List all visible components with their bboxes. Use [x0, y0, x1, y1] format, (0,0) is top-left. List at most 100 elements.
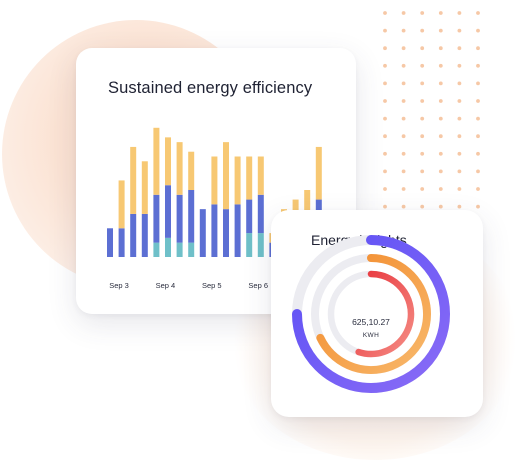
decor-dot	[476, 204, 480, 209]
decor-dot	[420, 116, 425, 121]
decor-dot	[401, 204, 406, 209]
decor-dot	[401, 169, 406, 174]
decor-dot	[383, 28, 387, 33]
chart-card-title: Sustained energy efficiency	[108, 79, 313, 97]
bar-segment	[246, 233, 253, 257]
decor-dot	[457, 46, 462, 51]
bar-segment	[304, 190, 311, 219]
bar-segment	[176, 242, 183, 257]
decor-dot	[457, 81, 462, 86]
decor-dot	[476, 46, 480, 51]
x-tick-label: Sep 4	[156, 281, 176, 290]
bar-segment	[165, 137, 171, 186]
bar-segment	[199, 209, 206, 257]
decor-dot	[420, 187, 425, 191]
decor-dot	[420, 169, 425, 174]
bar-segment	[130, 146, 137, 214]
bar-segment	[211, 156, 218, 205]
energy-insights-card: Energy insights 625,10.27 KWH	[271, 210, 483, 417]
bar-segment	[315, 146, 322, 200]
decor-dot	[476, 116, 480, 121]
x-tick-label: Sep 5	[202, 281, 222, 290]
bar-segment	[246, 156, 253, 200]
decor-dot	[438, 151, 443, 156]
bar-segment	[257, 194, 264, 234]
bar-segment	[188, 151, 195, 190]
decor-dot	[476, 187, 480, 191]
bar-segment	[246, 199, 253, 234]
decor-dot	[438, 134, 443, 139]
decorative-dot-grid	[383, 11, 480, 209]
decor-dot	[401, 99, 406, 103]
bar-segment	[223, 142, 229, 210]
ring-progress-inner	[355, 270, 415, 358]
bar-segment	[141, 161, 148, 214]
decor-dot	[457, 11, 462, 15]
decor-dot	[383, 204, 387, 209]
decor-dot	[476, 11, 480, 15]
decor-dot	[383, 169, 387, 174]
decor-dot	[401, 151, 406, 156]
decor-dot	[438, 63, 443, 68]
decor-dot	[383, 63, 387, 68]
decor-dot	[476, 81, 480, 86]
decor-dot	[438, 28, 443, 33]
bar-segment	[107, 228, 113, 257]
decor-dot	[383, 99, 387, 103]
decor-dot	[476, 134, 480, 139]
ring-progress-middle	[316, 254, 431, 374]
decor-dot	[457, 63, 462, 68]
ring-progress-outer	[292, 235, 450, 393]
decor-dot	[438, 187, 443, 191]
radial-progress-chart: 625,10.27 KWH	[292, 235, 450, 393]
decor-dot	[420, 63, 425, 68]
decor-dot	[457, 116, 462, 121]
bar-segment	[234, 204, 241, 257]
decor-dot	[383, 151, 387, 156]
x-tick-label: Sep 3	[109, 281, 129, 290]
decor-dot	[476, 28, 480, 33]
decor-dot	[476, 99, 480, 103]
bar-segment	[141, 213, 148, 257]
decor-dot	[383, 187, 387, 191]
decor-dot	[420, 151, 425, 156]
x-tick-label: Sep 6	[248, 281, 268, 290]
bar-segment	[188, 242, 195, 257]
bar-segment	[188, 190, 195, 243]
bar-segment	[165, 237, 171, 257]
decor-dot	[420, 28, 425, 33]
bar-segment	[234, 156, 241, 205]
bar-segment	[165, 185, 171, 238]
decor-dot	[420, 204, 425, 209]
bar-segment	[176, 142, 183, 195]
decor-dot	[476, 169, 480, 174]
decor-dot	[401, 46, 406, 51]
decor-dot	[383, 46, 387, 51]
decor-dot	[401, 187, 406, 191]
bar-segment	[153, 242, 160, 257]
bar-segment	[257, 233, 264, 257]
decor-dot	[420, 81, 425, 86]
bar-segment	[176, 194, 183, 243]
decor-dot	[383, 11, 387, 15]
decor-dot	[420, 46, 425, 51]
decor-dot	[457, 134, 462, 139]
bar-segment	[223, 209, 229, 257]
decor-dot	[457, 204, 462, 209]
bar-segment	[153, 194, 160, 243]
bar-segment	[211, 204, 218, 257]
center-unit: KWH	[363, 332, 379, 339]
bar-segment	[130, 213, 137, 257]
center-value: 625,10.27	[352, 317, 390, 327]
decor-dot	[401, 28, 406, 33]
bar-segment	[118, 228, 125, 257]
decor-dot	[457, 28, 462, 33]
decor-dot	[457, 169, 462, 174]
decor-dot	[438, 11, 443, 15]
decor-dot	[401, 63, 406, 68]
decor-dot	[401, 81, 406, 86]
decor-dot	[438, 169, 443, 174]
decor-dot	[438, 81, 443, 86]
decor-dot	[383, 116, 387, 121]
bar-segment	[153, 127, 160, 195]
